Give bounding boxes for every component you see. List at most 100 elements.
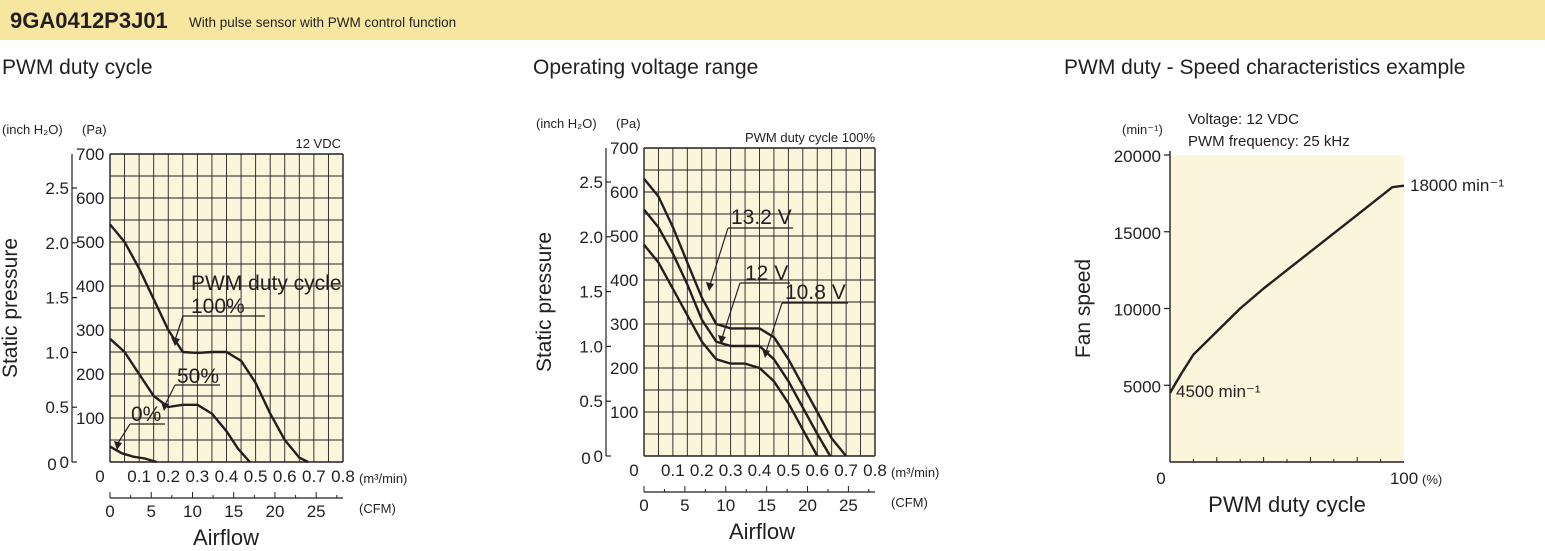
chart3-x-tick-label-100: 100 xyxy=(1390,469,1418,488)
chart2-x-secondary-tick-label: 10 xyxy=(716,496,735,515)
chart3-note-frequency: PWM frequency: 25 kHz xyxy=(1188,133,1350,150)
chart3-y-tick-label: 20000 xyxy=(1114,147,1161,166)
chart1-y-unit-secondary: (inch H₂O) xyxy=(2,122,63,137)
chart1-y-secondary-tick-label: 1.0 xyxy=(45,343,69,362)
chart2-x-unit-secondary: (CFM) xyxy=(891,495,928,510)
chart1-xlabel: Airflow xyxy=(193,525,259,550)
chart2-arrow-13v xyxy=(706,282,714,291)
chart2-x-unit-primary: (m³/min) xyxy=(891,465,939,480)
chart2-x-tick-label: 0.6 xyxy=(805,461,829,480)
chart1-x-tick-label: 0.3 xyxy=(186,467,210,486)
chart3-note-voltage: Voltage: 12 VDC xyxy=(1188,111,1299,128)
chart1-x-tick-label: 0.5 xyxy=(244,467,268,486)
chart1-x-secondary-tick-label: 10 xyxy=(183,502,202,521)
chart1-y-secondary-tick-label: 2.0 xyxy=(45,234,69,253)
chart2-arrow-12v xyxy=(718,335,726,344)
chart1-x-unit-primary: (m³/min) xyxy=(359,471,407,486)
chart1-x-tick-label: 0.1 xyxy=(127,467,151,486)
chart2-zero-label: 0 xyxy=(581,449,590,468)
chart3-xlabel: PWM duty cycle xyxy=(1208,492,1366,517)
chart2-y-tick-label: 100 xyxy=(610,403,638,422)
chart1-y-tick-label: 200 xyxy=(76,365,104,384)
chart1-x-secondary-tick-label: 0 xyxy=(105,502,114,521)
chart3-annotation-min: 4500 min⁻¹ xyxy=(1176,382,1261,401)
chart2-y-unit-secondary: (inch H₂O) xyxy=(536,116,597,131)
chart2-annotation-12v: 12 V xyxy=(745,262,788,285)
chart2-leader-12v xyxy=(721,282,741,339)
chart1-x-unit-secondary: (CFM) xyxy=(359,501,396,516)
chart1-y-tick-label: 700 xyxy=(76,145,104,164)
chart2-x-secondary-tick-label: 20 xyxy=(798,496,817,515)
chart2-leader-10v xyxy=(765,302,783,353)
chart2-y-secondary-tick-label: 2.5 xyxy=(579,173,603,192)
chart2-x-secondary-tick-label: 15 xyxy=(757,496,776,515)
chart3-y-tick-label: 5000 xyxy=(1123,377,1161,396)
chart3-y-tick-label: 10000 xyxy=(1114,301,1161,320)
chart1-zero-label: 0 xyxy=(47,455,56,474)
chart1-y-tick-label: 400 xyxy=(76,277,104,296)
chart2-y-tick-label: 700 xyxy=(610,139,638,158)
chart2-y-secondary-tick-label: 0.5 xyxy=(579,392,603,411)
chart1-y-tick-label: 600 xyxy=(76,189,104,208)
chart1-x-secondary-tick-label: 15 xyxy=(224,502,243,521)
chart1-y-secondary-tick-label: 2.5 xyxy=(45,179,69,198)
chart1-y-tick-label: 100 xyxy=(76,409,104,428)
chart1-leader-0 xyxy=(117,423,131,444)
chart1-y-unit-primary: (Pa) xyxy=(82,122,107,137)
chart3-plot-area xyxy=(1170,155,1404,462)
chart2-x-tick-label: 0.2 xyxy=(690,461,714,480)
chart1-x-tick-label: 0.7 xyxy=(302,467,326,486)
chart1-y-secondary-tick-label: 0 xyxy=(60,453,69,472)
chart2-x-tick-label: 0 xyxy=(629,461,638,480)
chart1-y-secondary-tick-label: 1.5 xyxy=(45,289,69,308)
chart2-leader-13v xyxy=(709,227,729,286)
chart1-series-line-100- xyxy=(109,223,309,464)
model-header: 9GA0412P3J01 With pulse sensor with PWM … xyxy=(0,0,1545,40)
chart1-series-line-50- xyxy=(109,337,251,463)
chart2-x-tick-label: 0.1 xyxy=(661,461,685,480)
chart2-x-tick-label: 0.3 xyxy=(719,461,743,480)
chart2-y-secondary-tick-label: 0 xyxy=(594,447,603,466)
chart1-y-tick-label: 300 xyxy=(76,321,104,340)
model-description: With pulse sensor with PWM control funct… xyxy=(189,15,457,30)
chart2-x-tick-label: 0.4 xyxy=(748,461,772,480)
chart2-x-tick-label: 0.7 xyxy=(834,461,858,480)
chart1-x-tick-label: 0.2 xyxy=(156,467,180,486)
chart2-x-secondary-tick-label: 5 xyxy=(680,496,689,515)
chart1-leader-100 xyxy=(174,315,184,341)
chart2-condition: PWM duty cycle 100% xyxy=(745,130,875,145)
chart1-arrow-50 xyxy=(161,402,169,411)
chart1-x-secondary-tick-label: 25 xyxy=(307,502,326,521)
chart2-y-tick-label: 600 xyxy=(610,183,638,202)
chart3-title: PWM duty - Speed characteristics example xyxy=(1064,56,1466,79)
chart2-y-tick-label: 400 xyxy=(610,271,638,290)
chart2-annotation-13v: 13.2 V xyxy=(731,206,792,229)
chart3-series-line xyxy=(1168,184,1405,394)
chart2-ylabel: Static pressure xyxy=(533,232,556,372)
chart3-x-unit: (%) xyxy=(1422,472,1442,487)
chart1-x-tick-label: 0 xyxy=(95,467,104,486)
chart2-y-unit-primary: (Pa) xyxy=(616,116,641,131)
chart1-leader-50 xyxy=(164,384,176,406)
chart1-x-tick-label: 0.6 xyxy=(273,467,297,486)
chart1-arrow-0 xyxy=(114,441,122,450)
chart1-ylabel: Static pressure xyxy=(0,238,22,378)
chart2-y-secondary-tick-label: 1.5 xyxy=(579,283,603,302)
chart2-series-line-12-V xyxy=(643,208,832,457)
model-number: 9GA0412P3J01 xyxy=(10,8,168,33)
chart1-y-tick-label: 500 xyxy=(76,233,104,252)
chart3-y-tick-label: 15000 xyxy=(1114,224,1161,243)
chart1-arrow-100 xyxy=(171,337,180,346)
chart1-y-secondary-tick-label: 0.5 xyxy=(45,398,69,417)
chart3-annotation-max: 18000 min⁻¹ xyxy=(1410,176,1504,195)
chart1-x-tick-label: 0.4 xyxy=(215,467,239,486)
chart2-annotation-10v: 10.8 V xyxy=(785,281,846,304)
chart1-title: PWM duty cycle xyxy=(2,56,153,79)
chart2-x-secondary-tick-label: 25 xyxy=(839,496,858,515)
chart3-y-unit: (min⁻¹) xyxy=(1122,122,1163,137)
chart2-x-secondary-tick-label: 0 xyxy=(639,496,648,515)
chart1-x-secondary-tick-label: 5 xyxy=(147,502,156,521)
chart1-annotation-0: 0% xyxy=(131,403,161,426)
chart1-x-tick-label: 0.8 xyxy=(331,467,355,486)
